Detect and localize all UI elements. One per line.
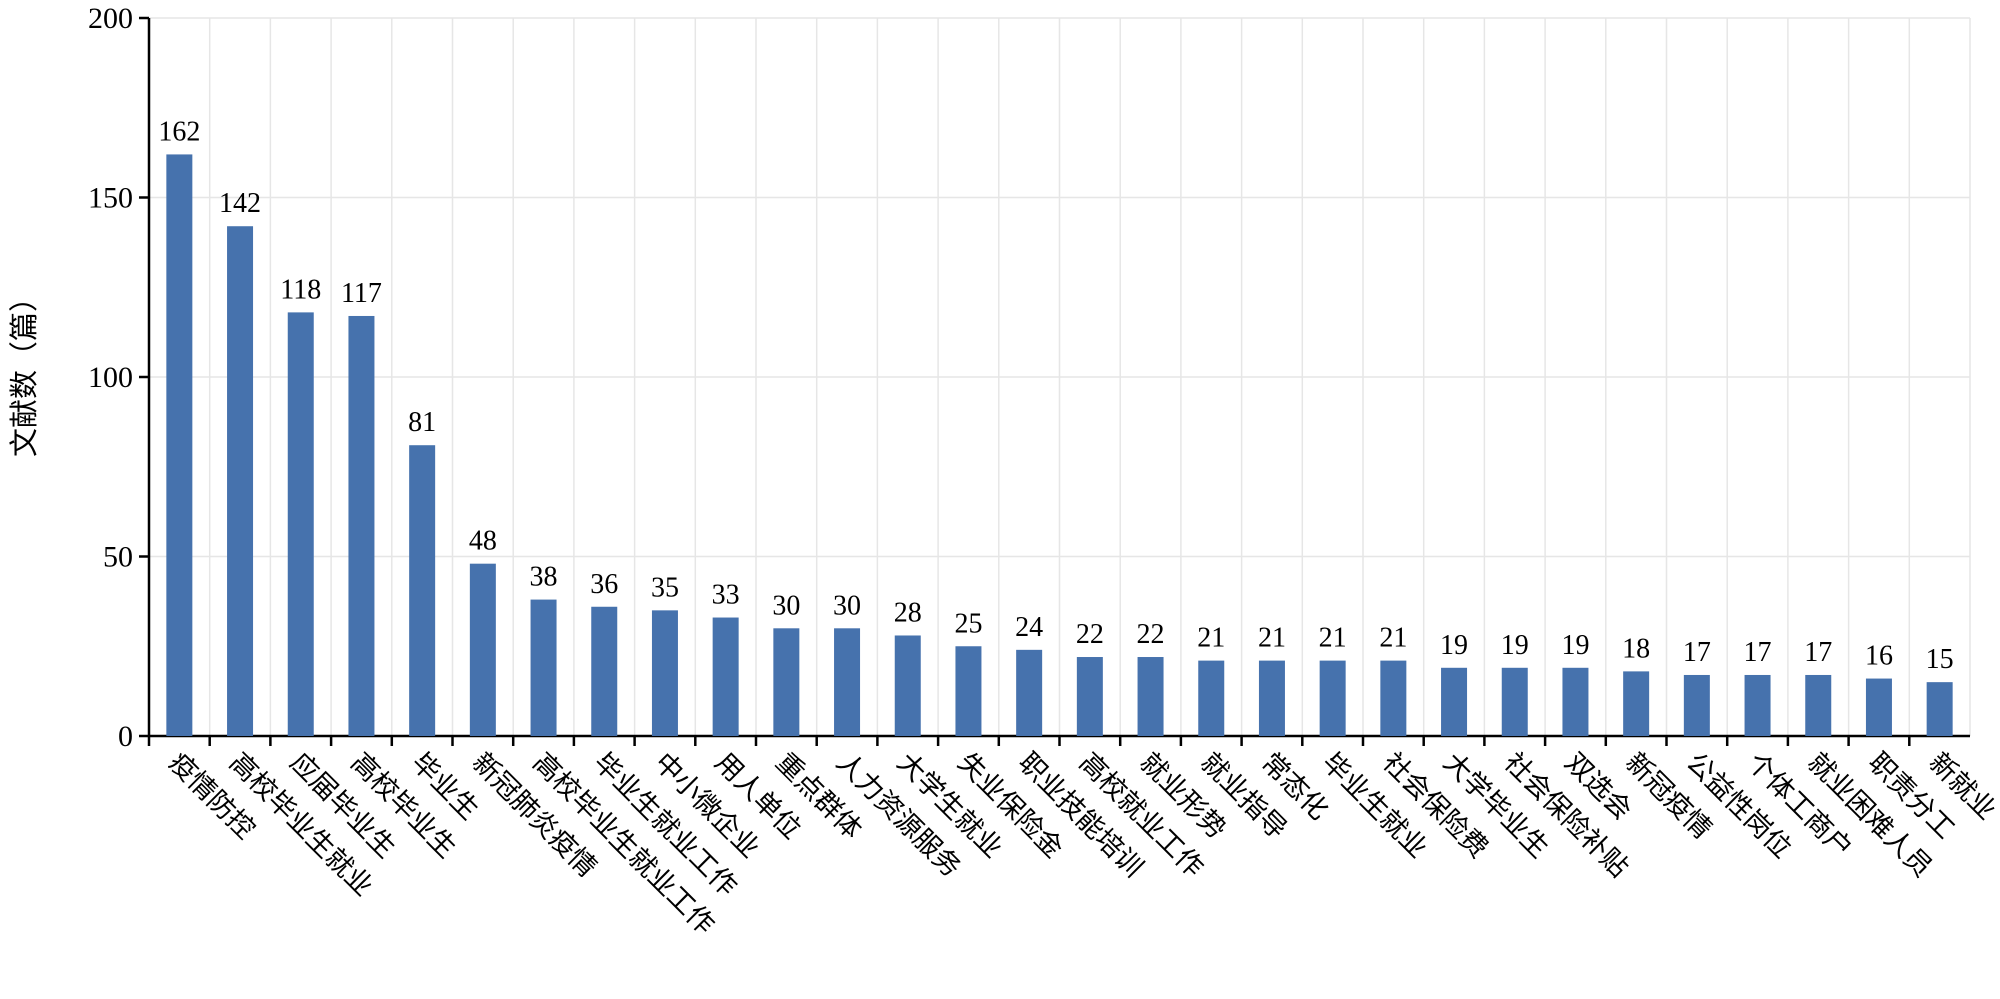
bar <box>955 646 982 736</box>
bar <box>1198 660 1225 736</box>
bar <box>1441 667 1468 736</box>
value-label: 36 <box>590 569 618 600</box>
value-label: 33 <box>712 580 740 611</box>
bar <box>530 599 557 736</box>
value-label: 22 <box>1076 619 1104 650</box>
value-label: 21 <box>1379 623 1407 654</box>
bar <box>1683 674 1710 736</box>
bar <box>287 312 314 736</box>
bar <box>227 226 254 736</box>
value-label: 142 <box>219 188 261 219</box>
value-label: 48 <box>469 526 497 557</box>
value-label: 30 <box>833 590 861 621</box>
bar <box>591 606 618 736</box>
bar <box>166 154 193 737</box>
value-label: 19 <box>1440 630 1468 661</box>
bar <box>1926 682 1953 736</box>
bar <box>1562 667 1589 736</box>
bar <box>834 628 861 736</box>
bar <box>1076 657 1103 736</box>
value-label: 81 <box>408 407 436 438</box>
value-label: 21 <box>1319 623 1347 654</box>
bar <box>651 610 678 736</box>
value-label: 17 <box>1683 637 1711 668</box>
value-label: 19 <box>1561 630 1589 661</box>
bar <box>712 617 739 736</box>
value-label: 19 <box>1501 630 1529 661</box>
bar <box>409 445 436 736</box>
bar <box>1258 660 1285 736</box>
value-label: 21 <box>1258 623 1286 654</box>
bar <box>773 628 800 736</box>
value-label: 17 <box>1804 637 1832 668</box>
bar <box>894 635 921 736</box>
bar <box>348 315 375 736</box>
value-label: 22 <box>1137 619 1165 650</box>
bar <box>1623 671 1650 736</box>
y-tick-label: 50 <box>103 541 133 574</box>
value-label: 16 <box>1865 641 1893 672</box>
value-label: 38 <box>530 562 558 593</box>
value-label: 162 <box>158 116 200 147</box>
bar <box>1805 674 1832 736</box>
bar <box>1319 660 1346 736</box>
y-axis-label: 文献数（篇） <box>7 283 41 457</box>
bar <box>1137 657 1164 736</box>
value-label: 28 <box>894 597 922 628</box>
value-label: 24 <box>1015 612 1043 643</box>
bar <box>1501 667 1528 736</box>
y-tick-label: 150 <box>88 182 133 215</box>
value-label: 17 <box>1744 637 1772 668</box>
value-label: 15 <box>1926 644 1954 675</box>
value-label: 35 <box>651 572 679 603</box>
bar <box>469 563 496 736</box>
bar <box>1744 674 1771 736</box>
value-label: 30 <box>772 590 800 621</box>
y-tick-label: 0 <box>118 720 133 753</box>
value-label: 117 <box>341 278 382 309</box>
bar <box>1865 678 1892 736</box>
y-tick-label: 200 <box>88 2 133 35</box>
bar <box>1380 660 1407 736</box>
bar <box>1016 649 1043 736</box>
value-label: 21 <box>1197 623 1225 654</box>
y-tick-label: 100 <box>88 361 133 394</box>
value-label: 25 <box>954 608 982 639</box>
value-label: 18 <box>1622 633 1650 664</box>
value-label: 118 <box>280 274 321 305</box>
